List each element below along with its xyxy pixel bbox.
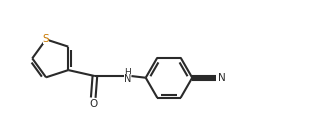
Text: N: N (124, 74, 131, 84)
Text: O: O (89, 99, 97, 109)
Text: H: H (124, 68, 131, 77)
Text: S: S (43, 34, 49, 44)
Text: N: N (218, 73, 226, 83)
